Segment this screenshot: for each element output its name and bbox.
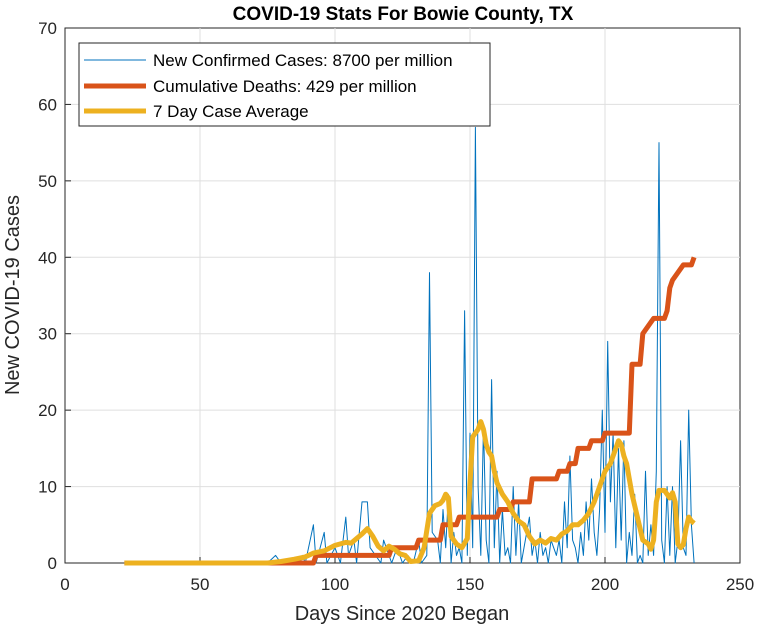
x-tick-label: 100 bbox=[321, 575, 349, 594]
legend-label-7day-average: 7 Day Case Average bbox=[153, 102, 309, 121]
y-tick-label: 30 bbox=[38, 325, 57, 344]
legend-label-cumulative-deaths: Cumulative Deaths: 429 per million bbox=[153, 77, 417, 96]
y-tick-label: 10 bbox=[38, 478, 57, 497]
y-tick-label: 50 bbox=[38, 172, 57, 191]
y-tick-label: 60 bbox=[38, 95, 57, 114]
x-axis-label: Days Since 2020 Began bbox=[295, 603, 510, 625]
chart-title: COVID-19 Stats For Bowie County, TX bbox=[233, 4, 574, 25]
legend-box bbox=[78, 42, 491, 127]
axis-ticks: 0 50 100 150 200 250 0 10 20 30 40 50 60 70 bbox=[38, 19, 754, 594]
y-tick-label: 0 bbox=[48, 554, 57, 573]
legend-label-new-cases: New Confirmed Cases: 8700 per million bbox=[153, 51, 453, 70]
x-tick-label: 150 bbox=[456, 575, 484, 594]
x-tick-label: 50 bbox=[191, 575, 210, 594]
x-tick-label: 0 bbox=[60, 575, 69, 594]
y-axis-label: New COVID-19 Cases bbox=[2, 195, 24, 395]
series-7day-case-average bbox=[124, 419, 696, 566]
series-new-confirmed-cases bbox=[124, 126, 695, 564]
x-tick-label: 200 bbox=[591, 575, 619, 594]
y-tick-label: 40 bbox=[38, 248, 57, 267]
y-tick-label: 20 bbox=[38, 401, 57, 420]
series-layer bbox=[124, 126, 697, 566]
legend: New Confirmed Cases: 8700 per million Cu… bbox=[78, 42, 491, 127]
x-tick-label: 250 bbox=[726, 575, 754, 594]
series-cumulative-deaths bbox=[124, 256, 697, 566]
y-tick-label: 70 bbox=[38, 19, 57, 38]
